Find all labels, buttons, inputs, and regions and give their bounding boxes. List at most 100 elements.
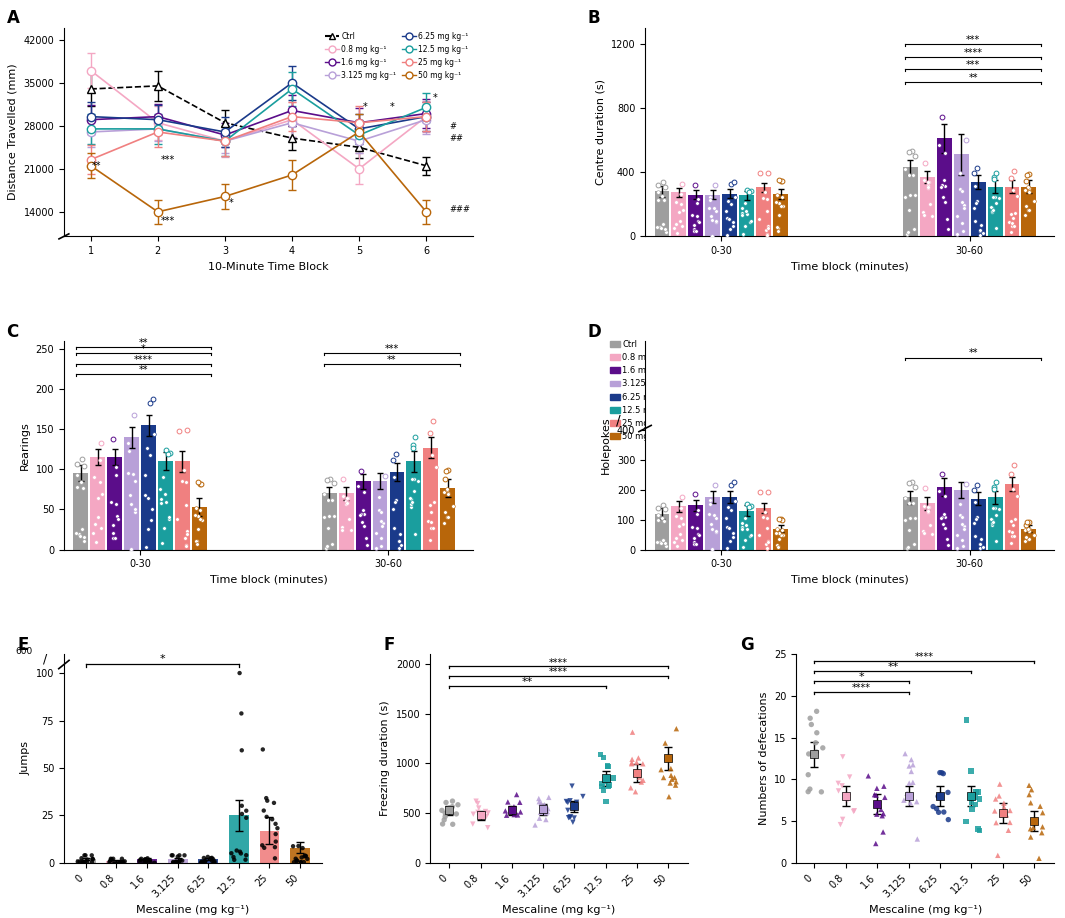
Point xyxy=(170,855,187,869)
Point xyxy=(674,489,691,504)
Point xyxy=(566,811,583,825)
Point xyxy=(738,521,755,536)
Point xyxy=(657,539,674,554)
Point xyxy=(707,523,724,538)
Point xyxy=(539,801,556,816)
Point xyxy=(70,526,87,541)
Point xyxy=(868,788,885,802)
Text: **: ** xyxy=(138,338,148,348)
Point xyxy=(116,854,133,868)
Point xyxy=(906,149,923,163)
Point xyxy=(769,220,786,235)
Point xyxy=(971,223,988,238)
Text: **: ** xyxy=(968,349,978,358)
Point xyxy=(928,801,945,816)
Point xyxy=(632,770,649,785)
Point xyxy=(320,492,337,507)
Point xyxy=(293,850,310,865)
Bar xyxy=(970,498,985,550)
Text: ***: *** xyxy=(161,216,176,226)
Point xyxy=(479,806,496,821)
Text: *: * xyxy=(160,654,165,664)
Point xyxy=(470,796,487,811)
Bar xyxy=(937,139,952,236)
Point xyxy=(872,802,889,817)
Point xyxy=(152,491,169,506)
Point xyxy=(404,495,421,509)
Point xyxy=(1018,199,1035,214)
Point xyxy=(409,474,426,488)
Y-axis label: Numbers of defecations: Numbers of defecations xyxy=(758,692,769,825)
Point xyxy=(338,494,355,509)
Point xyxy=(162,446,179,461)
Point xyxy=(733,516,750,531)
Point xyxy=(953,216,970,230)
Point xyxy=(256,803,273,818)
Point xyxy=(986,803,1003,818)
Point xyxy=(654,498,671,512)
Point xyxy=(723,503,740,518)
Point xyxy=(190,521,207,536)
Point xyxy=(106,467,124,482)
Point xyxy=(340,491,357,506)
Point xyxy=(859,768,876,783)
Point xyxy=(702,517,719,532)
Point xyxy=(737,532,754,547)
Point xyxy=(933,766,950,780)
Point xyxy=(1034,805,1051,820)
Point xyxy=(669,539,686,554)
Point xyxy=(996,800,1013,814)
Point xyxy=(963,764,980,778)
Y-axis label: Rearings: Rearings xyxy=(20,420,30,470)
Point xyxy=(113,851,130,866)
Point xyxy=(905,537,922,552)
Point xyxy=(142,853,159,868)
Point xyxy=(983,200,1000,215)
Point xyxy=(686,218,703,233)
Point xyxy=(190,475,207,489)
Point xyxy=(1000,215,1017,230)
Point xyxy=(759,218,776,233)
Point xyxy=(1002,224,1019,239)
Point xyxy=(743,498,760,513)
Point xyxy=(530,791,547,806)
Point xyxy=(265,796,282,811)
Point xyxy=(908,794,925,809)
Point xyxy=(605,770,622,785)
Bar xyxy=(106,861,126,863)
Point xyxy=(1001,803,1018,818)
Point xyxy=(899,225,916,240)
Point xyxy=(253,838,271,853)
Point xyxy=(773,512,790,527)
Bar xyxy=(142,425,157,550)
Point xyxy=(127,502,144,517)
Point xyxy=(723,196,740,211)
Point xyxy=(996,796,1013,811)
Point xyxy=(441,803,458,818)
Point xyxy=(122,542,140,556)
Point xyxy=(773,527,790,542)
Text: F: F xyxy=(383,636,395,654)
Point xyxy=(718,210,735,225)
Point xyxy=(422,498,439,512)
Point xyxy=(76,848,93,863)
Point xyxy=(259,793,276,808)
Point xyxy=(390,534,407,549)
Text: /: / xyxy=(44,653,48,666)
Point xyxy=(983,512,1000,527)
Point xyxy=(295,855,312,869)
Point xyxy=(561,793,578,808)
Point xyxy=(104,432,121,447)
Point xyxy=(949,528,966,543)
Point xyxy=(815,741,832,756)
Point xyxy=(373,505,390,520)
Point xyxy=(972,218,989,232)
Point xyxy=(138,852,155,867)
Text: ***: *** xyxy=(966,35,980,45)
Point xyxy=(388,446,405,461)
Point xyxy=(701,507,718,521)
Point xyxy=(316,509,333,524)
Bar xyxy=(987,498,1002,550)
Point xyxy=(105,855,122,869)
Bar xyxy=(954,154,969,236)
